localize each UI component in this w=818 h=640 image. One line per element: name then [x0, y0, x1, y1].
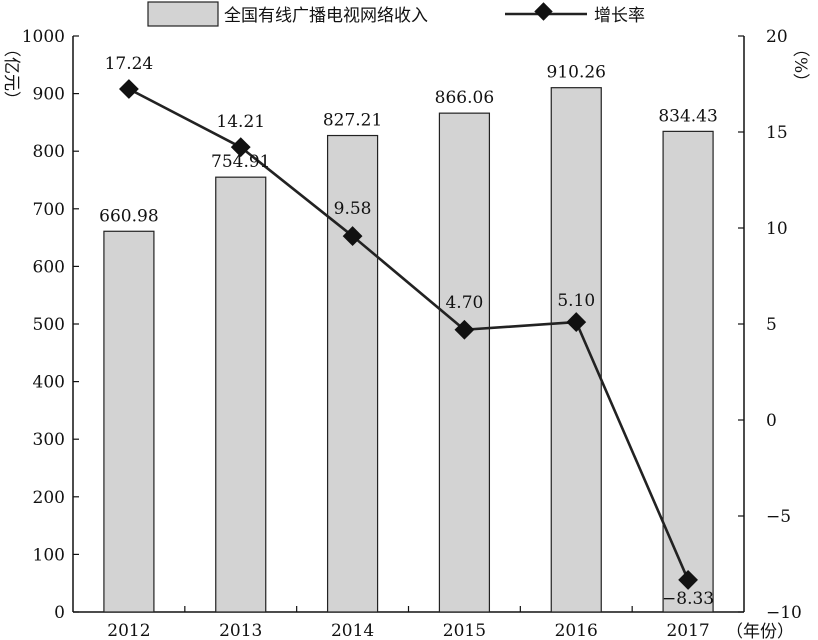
- growth-value-label: 4.70: [445, 293, 483, 313]
- bar-value-label: 910.26: [547, 63, 606, 83]
- bar-value-label: 866.06: [435, 88, 494, 108]
- y-left-axis-title: （亿元）: [1, 40, 21, 108]
- x-tick-label: 2014: [331, 621, 374, 640]
- x-axis-unit: （年份）: [726, 622, 794, 640]
- y-left-tick-label: 600: [33, 257, 65, 277]
- legend: 全国有线广播电视网络收入 增长率: [147, 1, 645, 27]
- data-labels: 660.98 754.91 827.21 866.06 910.26 834.43 17.2…: [99, 54, 718, 609]
- legend-bar-label: 全国有线广播电视网络收入: [224, 6, 428, 26]
- y-left-tick-label: 300: [33, 430, 65, 450]
- legend-line-label: 增长率: [594, 6, 645, 26]
- x-tick-label: 2012: [107, 621, 150, 640]
- y-left-tick-label: 1000: [22, 27, 65, 47]
- bars: [103, 87, 714, 613]
- growth-value-label: 17.24: [105, 54, 154, 74]
- y-right-tick-label: 15: [766, 123, 788, 143]
- y-right-tick-label: 0: [766, 411, 777, 431]
- bar: [326, 134, 379, 613]
- y-left-tick-label: 700: [33, 200, 65, 220]
- x-tick-label: 2017: [666, 621, 709, 640]
- y-left-tick-label: 800: [33, 142, 65, 162]
- growth-marker: [230, 137, 251, 158]
- growth-value-label: 9.58: [334, 199, 372, 219]
- y-left-tick-label: 500: [33, 315, 65, 335]
- bar-value-label: 660.98: [99, 206, 158, 226]
- y-right-tick-label: 20: [766, 27, 788, 47]
- growth-marker: [566, 312, 587, 332]
- growth-marker: [342, 226, 363, 246]
- bar-value-label: 827.21: [323, 111, 382, 131]
- y-left-tick-label: 0: [54, 603, 65, 623]
- legend-line-marker: [534, 2, 553, 21]
- bar: [438, 112, 491, 613]
- y-left-tick-label: 200: [33, 488, 65, 508]
- growth-value-label: −8.33: [662, 589, 714, 609]
- y-right-tick-label: −5: [766, 507, 791, 527]
- axes: 0 100 200 300 400 500 600 700 800 900 1000 −10 −5 0 5 1…: [22, 27, 802, 640]
- y-left-tick-label: 100: [33, 545, 65, 565]
- bar: [662, 130, 714, 613]
- growth-line: [128, 87, 690, 581]
- growth-value-label: 14.21: [216, 112, 265, 132]
- y-right-tick-label: 10: [766, 219, 788, 239]
- growth-marker: [454, 319, 475, 340]
- bar: [103, 230, 155, 613]
- y-right-tick-label: −10: [766, 603, 802, 623]
- bar: [550, 87, 602, 613]
- bar: [215, 176, 267, 613]
- line-series: [119, 79, 698, 590]
- y-left-tick-label: 400: [33, 373, 65, 393]
- growth-marker: [119, 79, 139, 99]
- y-right-tick-label: 5: [766, 315, 777, 335]
- x-tick-label: 2015: [443, 621, 486, 640]
- x-tick-label: 2013: [219, 621, 262, 640]
- bar-value-label: 754.91: [211, 152, 270, 172]
- bar-value-label: 834.43: [658, 106, 717, 126]
- x-tick-label: 2016: [555, 621, 598, 640]
- growth-marker: [678, 570, 698, 590]
- legend-bar-swatch: [147, 1, 219, 27]
- growth-value-label: 5.10: [557, 291, 595, 311]
- y-left-tick-label: 900: [33, 85, 65, 105]
- y-right-axis-title: （%）: [790, 40, 810, 90]
